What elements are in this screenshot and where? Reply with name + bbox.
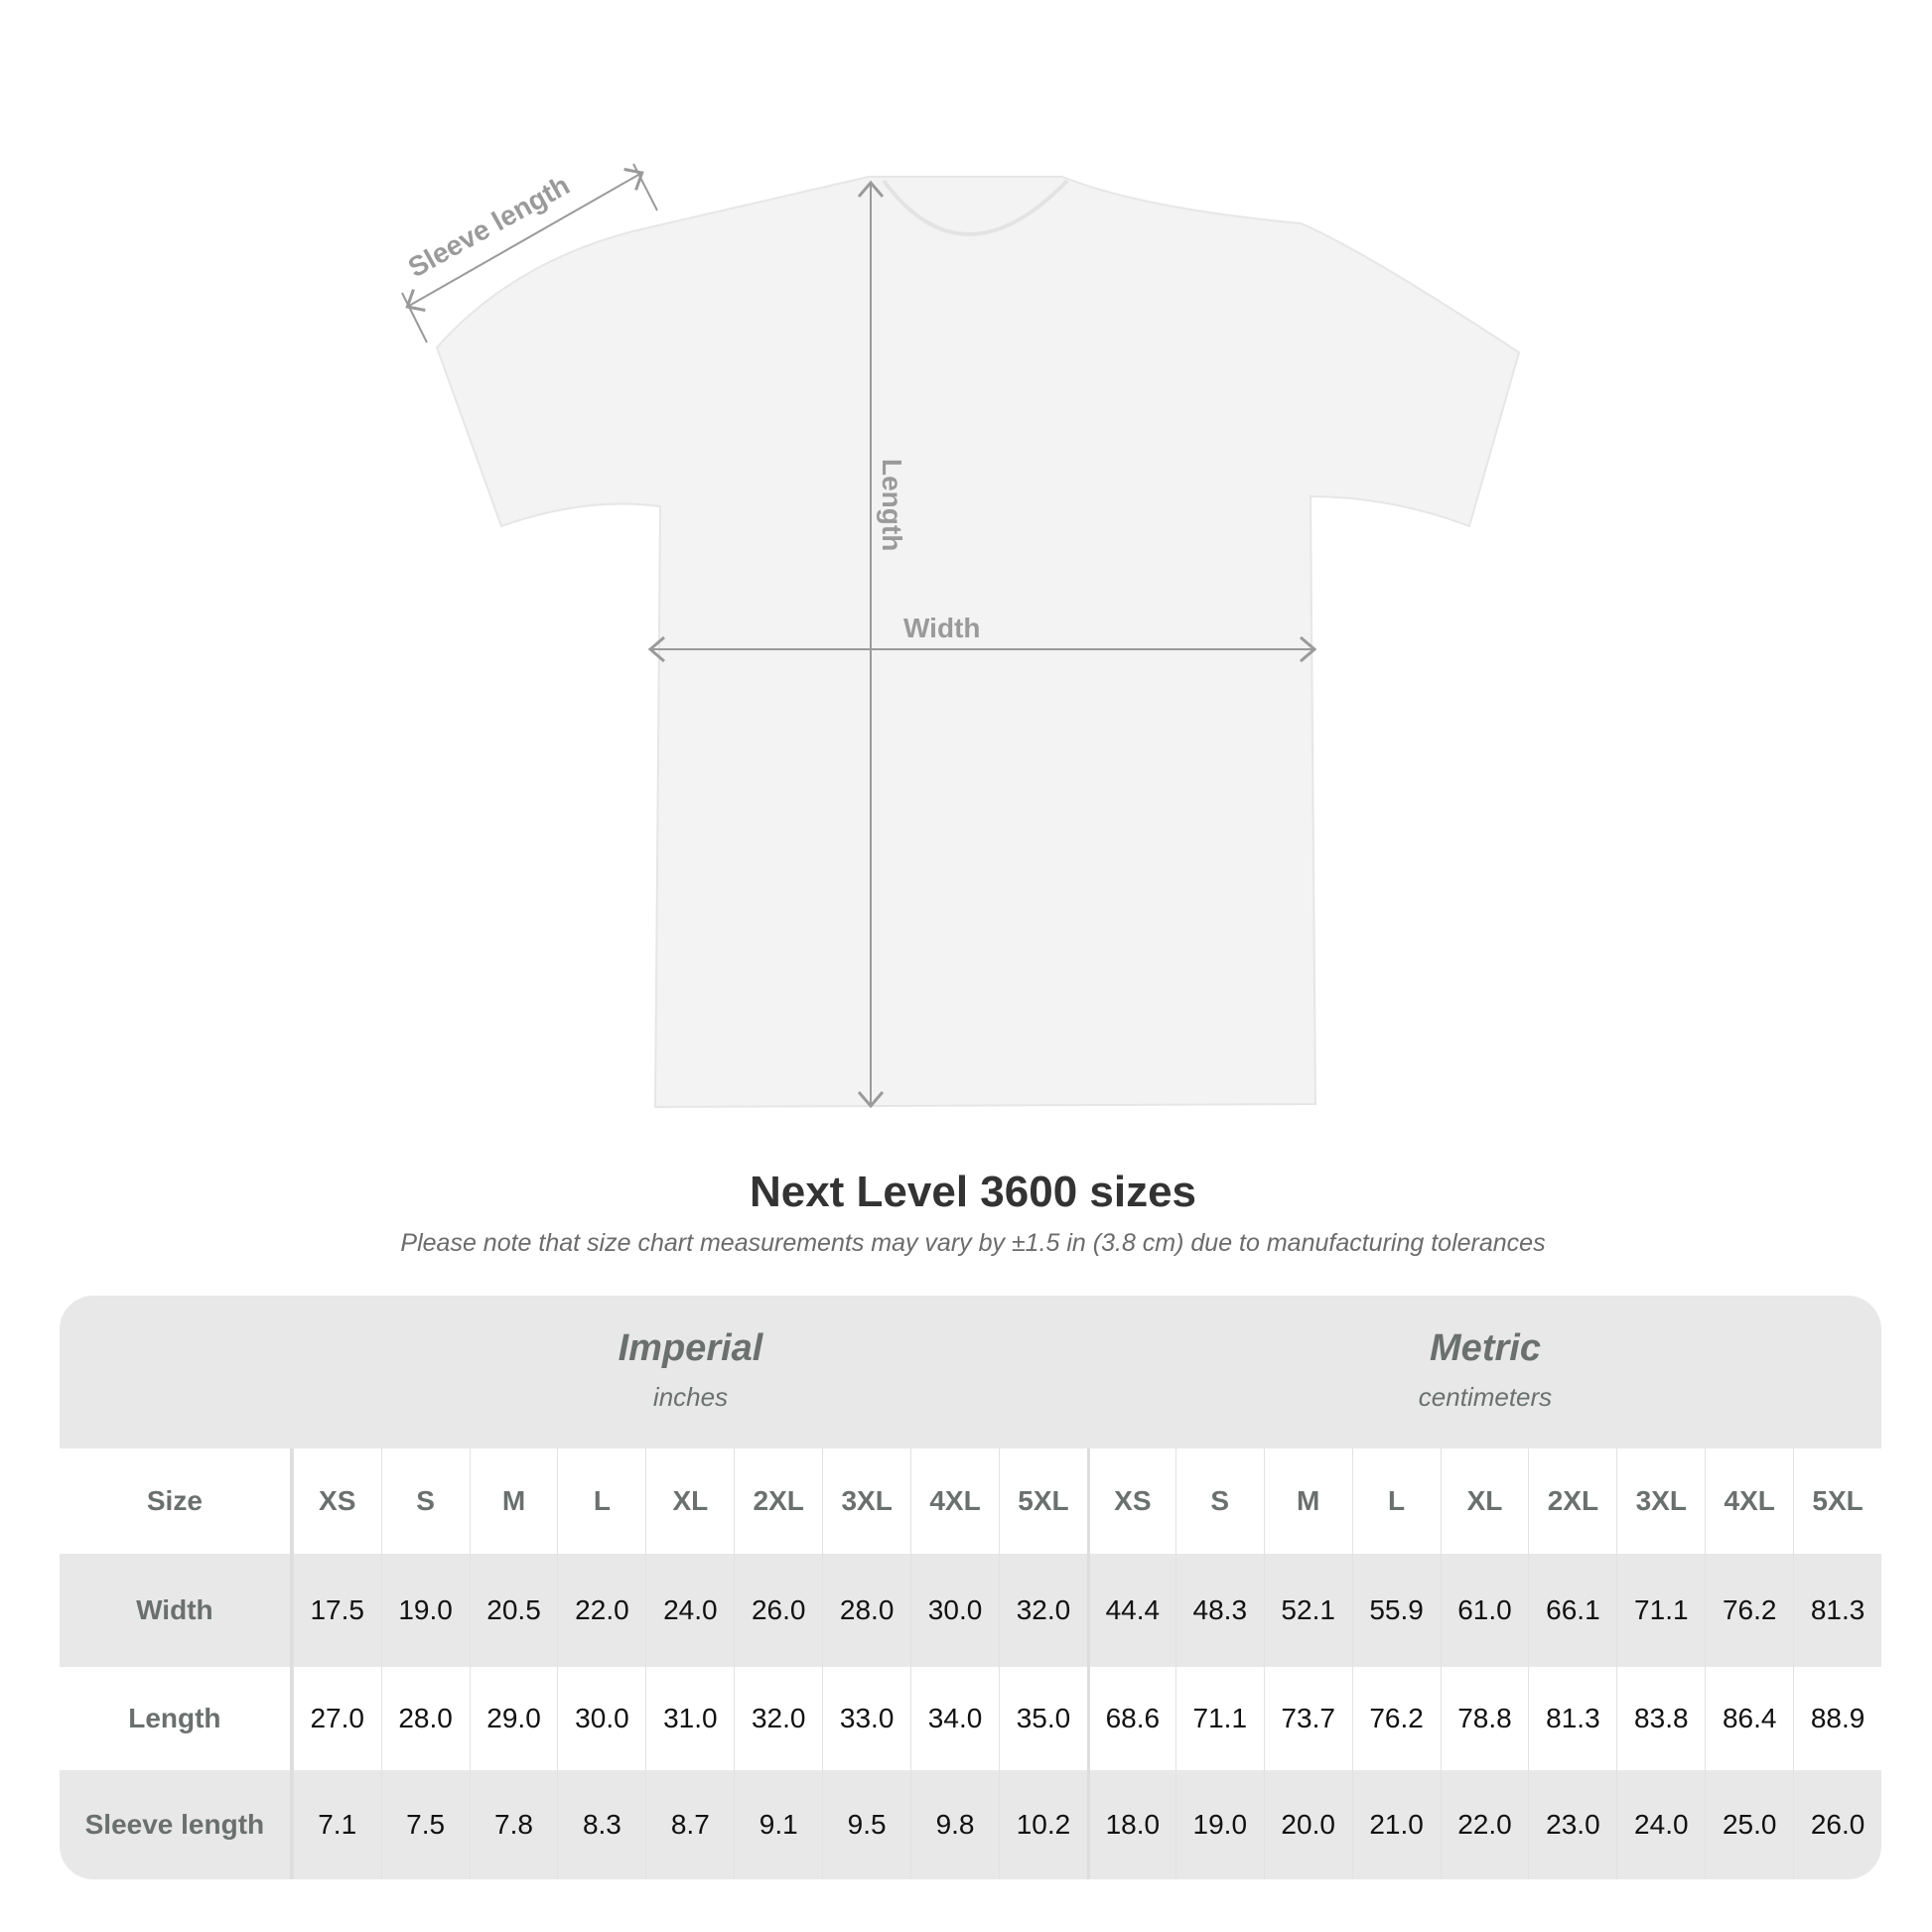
value-cell: 34.0 xyxy=(910,1667,999,1770)
row-label: Size xyxy=(60,1449,293,1554)
value-cell: 73.7 xyxy=(1263,1667,1352,1770)
table-row: Sleeve length 7.1 7.5 7.8 8.3 8.7 9.1 9.5 9.8 10.… xyxy=(60,1770,1881,1879)
value-cell: 8.3 xyxy=(557,1770,645,1879)
metric-header: Metric centimeters xyxy=(1088,1296,1881,1449)
value-cell: 20.5 xyxy=(469,1554,558,1667)
value-cell: 30.0 xyxy=(910,1554,999,1667)
size-header-cell: 4XL xyxy=(1705,1449,1793,1554)
tshirt-diagram: Sleeve length Length Width xyxy=(401,163,1521,1109)
tshirt-collar xyxy=(882,179,1069,236)
value-cell: 23.0 xyxy=(1528,1770,1616,1879)
size-header-cell: 4XL xyxy=(910,1449,999,1554)
value-cell: 83.8 xyxy=(1616,1667,1705,1770)
value-cell: 71.1 xyxy=(1174,1667,1264,1770)
sleeve-tick xyxy=(401,292,428,344)
sleeve-tick xyxy=(632,163,658,211)
size-table: Imperial inches Metric centimeters Size X… xyxy=(60,1296,1881,1879)
value-cell: 29.0 xyxy=(469,1667,558,1770)
value-cell: 26.0 xyxy=(1793,1770,1881,1879)
size-header-cell: S xyxy=(1174,1449,1264,1554)
value-cell: 48.3 xyxy=(1174,1554,1264,1667)
value-cell: 9.1 xyxy=(734,1770,822,1879)
value-cell: 9.5 xyxy=(822,1770,910,1879)
value-cell: 32.0 xyxy=(734,1667,822,1770)
value-cell: 9.8 xyxy=(910,1770,999,1879)
size-header-cell: XS xyxy=(292,1449,381,1554)
size-header-cell: 2XL xyxy=(1528,1449,1616,1554)
value-cell: 55.9 xyxy=(1351,1554,1441,1667)
size-header-cell: 5XL xyxy=(999,1449,1087,1554)
value-cell: 35.0 xyxy=(999,1667,1087,1770)
value-cell: 8.7 xyxy=(645,1770,734,1879)
size-header-cell: XS xyxy=(1086,1449,1175,1554)
value-cell: 7.8 xyxy=(469,1770,558,1879)
value-cell: 66.1 xyxy=(1528,1554,1616,1667)
row-label: Sleeve length xyxy=(60,1770,293,1879)
size-header-row: Size XS S M L XL 2XL 3XL 4XL 5XL XS S M L XL 2XL 3XL 4XL 5… xyxy=(60,1449,1881,1554)
width-label: Width xyxy=(903,613,981,643)
value-cell: 7.1 xyxy=(292,1770,381,1879)
size-header-cell: 3XL xyxy=(1616,1449,1705,1554)
row-label: Width xyxy=(60,1554,293,1667)
size-header-cell: 5XL xyxy=(1793,1449,1881,1554)
value-cell: 7.5 xyxy=(380,1770,470,1879)
value-cell: 68.6 xyxy=(1086,1667,1175,1770)
value-cell: 24.0 xyxy=(645,1554,734,1667)
size-header-cell: XL xyxy=(1440,1449,1529,1554)
length-label: Length xyxy=(877,459,907,551)
value-cell: 81.3 xyxy=(1528,1667,1616,1770)
metric-unit: centimeters xyxy=(1418,1382,1553,1412)
value-cell: 21.0 xyxy=(1351,1770,1441,1879)
value-cell: 22.0 xyxy=(557,1554,645,1667)
value-cell: 10.2 xyxy=(999,1770,1087,1879)
value-cell: 76.2 xyxy=(1351,1667,1441,1770)
table-row: Length 27.0 28.0 29.0 30.0 31.0 32.0 33.0 34.0 35… xyxy=(60,1667,1881,1770)
value-cell: 24.0 xyxy=(1616,1770,1705,1879)
value-cell: 32.0 xyxy=(999,1554,1087,1667)
imperial-label: Imperial xyxy=(618,1327,763,1369)
value-cell: 28.0 xyxy=(380,1667,470,1770)
size-header-cell: XL xyxy=(645,1449,734,1554)
value-cell: 19.0 xyxy=(1174,1770,1264,1879)
value-cell: 71.1 xyxy=(1616,1554,1705,1667)
value-cell: 86.4 xyxy=(1705,1667,1793,1770)
size-header-cell: M xyxy=(1263,1449,1352,1554)
value-cell: 78.8 xyxy=(1440,1667,1529,1770)
value-cell: 18.0 xyxy=(1086,1770,1175,1879)
value-cell: 20.0 xyxy=(1263,1770,1352,1879)
value-cell: 28.0 xyxy=(822,1554,910,1667)
value-cell: 61.0 xyxy=(1440,1554,1529,1667)
size-header-cell: L xyxy=(557,1449,645,1554)
size-header-cell: 2XL xyxy=(734,1449,822,1554)
page-title: Next Level 3600 sizes xyxy=(749,1168,1197,1216)
size-header-cell: L xyxy=(1351,1449,1441,1554)
metric-label: Metric xyxy=(1430,1327,1541,1369)
value-cell: 52.1 xyxy=(1263,1554,1352,1667)
imperial-header: Imperial inches xyxy=(293,1296,1088,1449)
size-header-cell: M xyxy=(469,1449,558,1554)
table-row: Width 17.5 19.0 20.5 22.0 24.0 26.0 28.0 30.0 32.… xyxy=(60,1554,1881,1667)
value-cell: 88.9 xyxy=(1793,1667,1881,1770)
value-cell: 76.2 xyxy=(1705,1554,1793,1667)
value-cell: 25.0 xyxy=(1705,1770,1793,1879)
value-cell: 81.3 xyxy=(1793,1554,1881,1667)
value-cell: 27.0 xyxy=(292,1667,381,1770)
tolerance-note: Please note that size chart measurements… xyxy=(400,1229,1546,1257)
row-label: Length xyxy=(60,1667,293,1770)
size-header-cell: 3XL xyxy=(822,1449,910,1554)
value-cell: 17.5 xyxy=(292,1554,381,1667)
value-cell: 44.4 xyxy=(1086,1554,1175,1667)
value-cell: 19.0 xyxy=(380,1554,470,1667)
value-cell: 22.0 xyxy=(1440,1770,1529,1879)
value-cell: 30.0 xyxy=(557,1667,645,1770)
value-cell: 26.0 xyxy=(734,1554,822,1667)
imperial-unit: inches xyxy=(652,1382,729,1412)
value-cell: 31.0 xyxy=(645,1667,734,1770)
size-header-cell: S xyxy=(380,1449,470,1554)
sleeve-line xyxy=(405,168,644,312)
value-cell: 33.0 xyxy=(822,1667,910,1770)
